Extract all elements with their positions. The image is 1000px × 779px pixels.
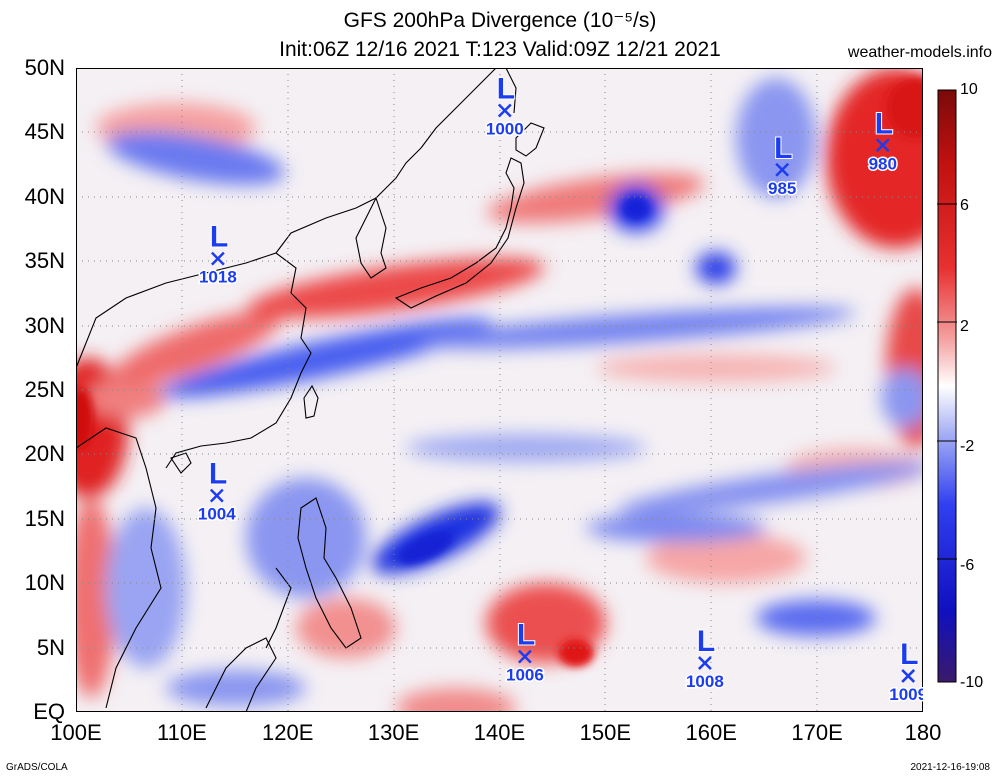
pressure-label: 1009 xyxy=(889,685,923,704)
pressure-label: 1000 xyxy=(486,120,524,139)
divergence-field xyxy=(76,68,923,712)
y-tick-label: 40N xyxy=(24,183,65,209)
low-pressure-marker: L 980 xyxy=(867,106,898,175)
y-tick-label: 45N xyxy=(24,119,65,145)
pressure-label: 985 xyxy=(768,179,796,198)
center-cross xyxy=(875,138,890,153)
y-tick-label: 20N xyxy=(24,441,65,467)
center-cross xyxy=(901,669,916,683)
low-pressure-marker: L 1008 xyxy=(684,624,725,693)
y-tick-label: 10N xyxy=(24,570,65,596)
pressure-label: 1006 xyxy=(506,666,544,685)
center-cross xyxy=(698,656,712,670)
colorbar-label: 2 xyxy=(960,318,969,335)
low-letter: L xyxy=(497,73,515,106)
colorbar xyxy=(937,86,957,686)
pressure-label: 1008 xyxy=(686,672,724,691)
coastlines xyxy=(76,68,545,712)
y-tick-label: 5N xyxy=(36,634,65,660)
x-tick-label: 140E xyxy=(473,720,526,745)
x-tick-label: 150E xyxy=(579,720,632,745)
low-pressure-markers: L 1000 L 1018 L 985 L 980 L 1004 L 1006 L 1008 L 1009 xyxy=(196,72,923,706)
low-letter: L xyxy=(774,132,792,165)
colorbar-label: 10 xyxy=(960,81,978,98)
low-letter: L xyxy=(209,458,227,491)
y-tick-label: 25N xyxy=(24,377,65,402)
x-tick-label: 180 xyxy=(904,720,942,745)
y-tick-label: 50N xyxy=(24,55,65,80)
map-frame xyxy=(76,68,923,712)
pressure-label: 1004 xyxy=(198,505,236,524)
low-pressure-marker: L 1006 xyxy=(504,618,545,687)
x-tick-label: 110E xyxy=(157,720,207,745)
x-tick-label: 100E xyxy=(50,720,102,745)
low-pressure-marker: L 1004 xyxy=(196,457,237,525)
footer-timestamp: 2021-12-16-19:08 xyxy=(910,762,990,773)
colorbar-fill xyxy=(937,89,957,683)
center-cross xyxy=(210,251,225,266)
colorbar-label: -6 xyxy=(960,557,975,574)
chart-title: GFS 200hPa Divergence (10⁻⁵/s) xyxy=(343,9,657,32)
low-pressure-marker: L 985 xyxy=(766,131,797,200)
chart-subtitle: Init:06Z 12/16 2021 T:123 Valid:09Z 12/2… xyxy=(279,38,721,61)
center-cross xyxy=(209,488,224,503)
low-letter: L xyxy=(697,625,715,658)
footer-credit: GrADS/COLA xyxy=(6,762,68,773)
y-tick-label: EQ xyxy=(33,699,65,724)
y-tick-label: 30N xyxy=(24,312,65,338)
colorbar-label: -2 xyxy=(960,438,975,455)
site-credit: weather-models.info xyxy=(847,44,992,61)
x-tick-label: 120E xyxy=(262,720,314,745)
y-tick-label: 15N xyxy=(24,505,65,531)
low-letter: L xyxy=(875,107,893,140)
center-cross xyxy=(775,162,790,177)
x-tick-label: 130E xyxy=(367,720,420,745)
colorbar-label: 6 xyxy=(960,197,969,214)
pressure-label: 980 xyxy=(869,154,897,173)
low-letter: L xyxy=(900,638,918,671)
low-letter: L xyxy=(517,619,535,652)
divergence-map: L 1000 L 1018 L 985 L 980 L 1004 L 1006 L 1008 L 1009 xyxy=(76,68,923,712)
center-cross xyxy=(497,103,512,118)
center-cross xyxy=(518,649,532,664)
y-tick-label: 35N xyxy=(24,248,65,274)
low-letter: L xyxy=(210,221,228,254)
pressure-label: 1018 xyxy=(199,268,237,287)
low-pressure-marker: L 1009 xyxy=(888,637,923,706)
x-tick-label: 170E xyxy=(791,720,843,745)
divergence-detail xyxy=(76,78,923,667)
low-pressure-marker: L 1018 xyxy=(197,220,238,289)
low-pressure-marker: L 1000 xyxy=(484,72,525,141)
colorbar-label: -10 xyxy=(960,674,984,691)
x-tick-label: 160E xyxy=(685,720,737,745)
